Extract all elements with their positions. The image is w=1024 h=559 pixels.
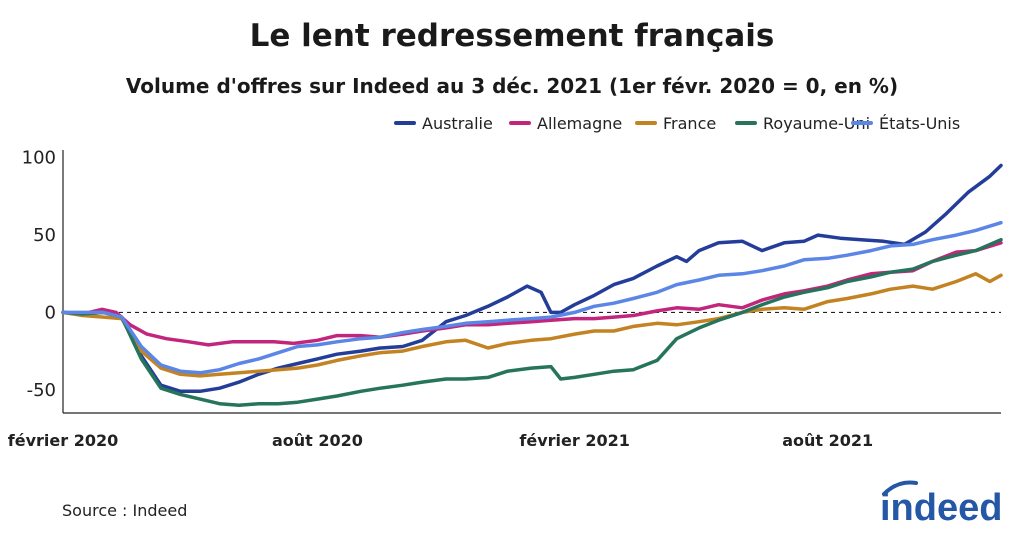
legend-item-Allemagne: Allemagne xyxy=(509,114,622,133)
axes: 100 50 0 -50 février 2020 août 2020 février 20… xyxy=(8,148,1001,450)
series-line-Allemagne xyxy=(61,241,1003,347)
y-tick-label: 100 xyxy=(22,148,56,169)
source-note: Source : Indeed xyxy=(62,501,188,520)
legend-label: Allemagne xyxy=(537,114,622,133)
y-tick-label: -50 xyxy=(27,380,56,401)
series-line-France xyxy=(61,272,1003,378)
logo-wordmark: indeed xyxy=(880,487,1002,528)
legend-item-Australie: Australie xyxy=(394,114,493,133)
series-line-États-Unis xyxy=(61,220,1003,375)
legend-label: États-Unis xyxy=(879,114,960,133)
legend-label: Royaume-Uni xyxy=(763,114,870,133)
legend-item-Royaume-Uni: Royaume-Uni xyxy=(735,114,870,133)
x-tick-label: août 2020 xyxy=(272,431,363,450)
chart-title: Le lent redressement français xyxy=(249,18,775,54)
legend: Australie Allemagne France Royaume-Uni États… xyxy=(394,114,960,133)
legend-label: Australie xyxy=(422,114,493,133)
legend-item-France: France xyxy=(635,114,716,133)
y-tick-label: 50 xyxy=(33,225,56,246)
x-tick-label: août 2021 xyxy=(782,431,873,450)
legend-label: France xyxy=(663,114,716,133)
legend-item-États-Unis: États-Unis xyxy=(851,114,960,133)
x-tick-label: février 2020 xyxy=(8,431,118,450)
x-tick-label: février 2021 xyxy=(519,431,629,450)
indeed-logo-icon: indeed xyxy=(880,480,1002,528)
series-line-Australie xyxy=(61,163,1003,394)
series-line-Royaume-Uni xyxy=(61,237,1003,408)
chart-subtitle: Volume d'offres sur Indeed au 3 déc. 202… xyxy=(125,74,899,98)
y-tick-label: 0 xyxy=(45,302,56,323)
series-lines xyxy=(61,163,1003,408)
